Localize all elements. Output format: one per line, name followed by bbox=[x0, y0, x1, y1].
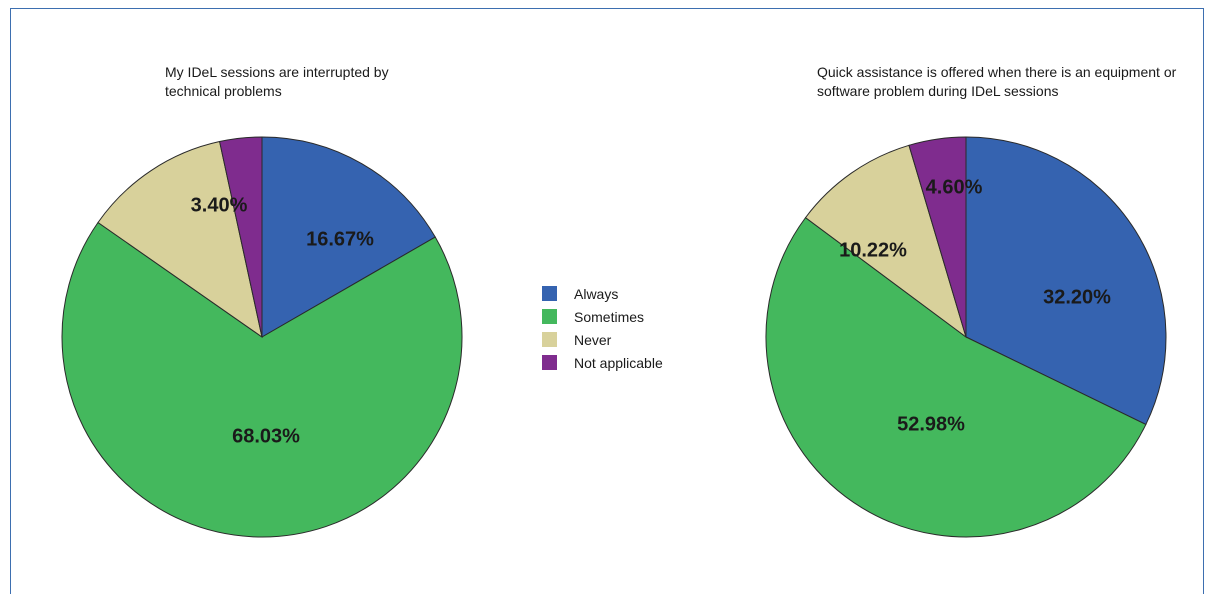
legend-label-never: Never bbox=[574, 331, 612, 348]
chart-2-title: Quick assistance is offered when there i… bbox=[817, 64, 1177, 99]
pie-2-data-label-sometimes: 52.98% bbox=[897, 413, 965, 435]
legend-item-never: Never bbox=[542, 328, 663, 351]
pie-1-data-label-not-applicable: 3.40% bbox=[191, 194, 248, 216]
chart-1-title: My IDeL sessions are interrupted by tech… bbox=[165, 64, 389, 99]
pie-2-slice-not-applicable bbox=[908, 136, 967, 338]
legend-swatch-not-applicable bbox=[542, 355, 557, 370]
pie-2-data-label-never: 10.22% bbox=[839, 239, 907, 261]
pie-2-slice-sometimes bbox=[765, 216, 1147, 538]
legend-swatch-never bbox=[542, 332, 557, 347]
legend-label-always: Always bbox=[574, 285, 619, 302]
pie-1-slice-sometimes bbox=[61, 221, 463, 538]
pie-1-slice-never bbox=[97, 140, 263, 339]
pie-2-slice-never bbox=[804, 144, 967, 339]
pie-2-slice-always bbox=[965, 136, 1167, 426]
pie-2-data-label-not-applicable: 4.60% bbox=[926, 176, 983, 198]
legend-swatch-sometimes bbox=[542, 309, 557, 324]
legend-item-sometimes: Sometimes bbox=[542, 305, 663, 328]
pie-1-slice-always bbox=[261, 136, 436, 338]
legend-swatch-always bbox=[542, 286, 557, 301]
pie-2-data-label-always: 32.20% bbox=[1043, 286, 1111, 308]
legend-item-not-applicable: Not applicable bbox=[542, 351, 663, 374]
chart-frame bbox=[10, 8, 1204, 594]
pie-1-data-label-sometimes: 68.03% bbox=[232, 425, 300, 447]
legend-item-always: Always bbox=[542, 282, 663, 305]
pie-1-slice-not-applicable bbox=[219, 136, 263, 338]
legend-label-sometimes: Sometimes bbox=[574, 308, 645, 325]
pie-1-data-label-always: 16.67% bbox=[306, 228, 374, 250]
legend: Always Sometimes Never Not applicable bbox=[542, 282, 663, 374]
legend-label-not-applicable: Not applicable bbox=[574, 354, 663, 371]
